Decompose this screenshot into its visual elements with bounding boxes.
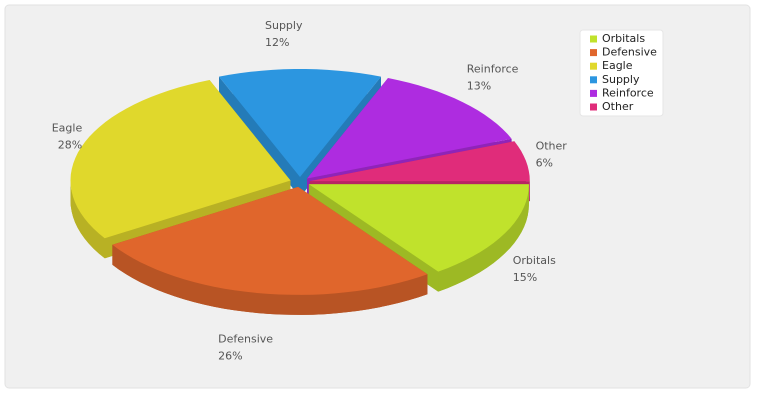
slice-value-label: 6% (536, 156, 553, 169)
slice (219, 69, 381, 177)
legend-swatch (590, 49, 597, 57)
legend-label: Orbitals (602, 32, 645, 45)
slice-wall (112, 244, 428, 315)
legend-swatch (590, 76, 597, 84)
slice-label: Supply (265, 19, 303, 32)
slice-value-label: 15% (513, 271, 537, 284)
slice (308, 184, 529, 272)
slice-label: Eagle (52, 121, 83, 134)
slice-value-label: 26% (218, 349, 242, 362)
legend-box (579, 29, 664, 117)
slice (309, 141, 530, 182)
legend-label: Other (602, 100, 634, 113)
legend: OrbitalsDefensiveEagleSupplyReinforceOth… (590, 32, 657, 113)
slice (70, 80, 291, 239)
slice (307, 78, 512, 179)
legend-swatch (590, 35, 597, 43)
legend-label: Reinforce (602, 86, 654, 99)
slice-label: Defensive (218, 332, 273, 345)
slice-label: Reinforce (467, 62, 519, 75)
slice-wall (438, 184, 529, 292)
slice-label: Other (536, 139, 568, 152)
slice-wall (70, 180, 105, 259)
legend-label: Supply (602, 73, 640, 86)
pie-tops (70, 69, 530, 295)
slice-edge (219, 76, 300, 197)
slice-value-label: 12% (265, 36, 289, 49)
slice-label: Orbitals (513, 254, 556, 267)
legend-swatch (590, 103, 597, 111)
labels: Orbitals 15% Defensive 26% Eagle 28% Supply 12%… (52, 19, 568, 362)
legend-swatch (590, 89, 597, 97)
slice-value-label: 28% (58, 138, 82, 151)
legend-swatch (590, 62, 597, 70)
slice (112, 186, 428, 295)
legend-label: Defensive (602, 46, 657, 59)
slice-value-label: 13% (467, 79, 491, 92)
legend-label: Eagle (602, 59, 633, 72)
